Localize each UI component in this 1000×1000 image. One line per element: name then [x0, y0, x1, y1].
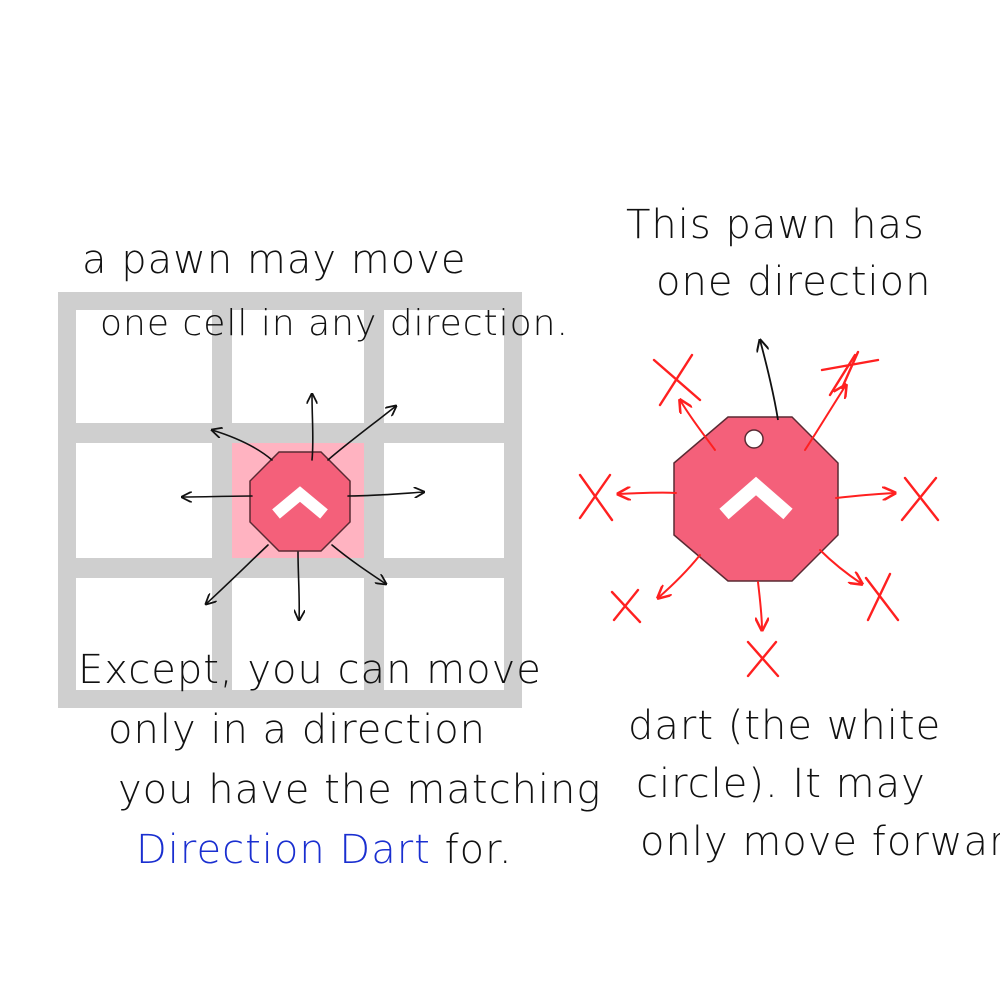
arrow-icon [835, 493, 895, 498]
cross-icon [652, 353, 702, 407]
arrow-icon [680, 400, 716, 451]
arrow-icon [618, 493, 677, 494]
right-rule-line3: only move forward. [640, 819, 1000, 865]
cross-icon [820, 350, 880, 397]
direction-dart-icon [744, 429, 764, 449]
arrow-icon [312, 394, 313, 461]
cross-icon [864, 572, 900, 622]
left-rule-line3: you have the matching [118, 767, 602, 813]
arrow-icon [819, 549, 862, 584]
arrow-icon [182, 496, 253, 497]
left-rule-line4: Direction Dart for. [136, 830, 513, 870]
cross-icon [578, 473, 614, 522]
left-rule-line2: only in a direction [108, 707, 487, 753]
arrow-icon [298, 551, 299, 620]
arrow-icon [212, 430, 273, 461]
left-caption-line2: one cell in any direction. [100, 303, 569, 344]
arrow-icon [758, 581, 762, 630]
pawn-octagon-icon [673, 416, 839, 582]
movement-grid [58, 292, 522, 708]
cross-icon [610, 588, 642, 624]
arrow-icon [206, 544, 269, 604]
arrow-icon [327, 406, 396, 461]
arrow-icon [760, 340, 779, 421]
right-rule-line2: circle). It may [636, 761, 926, 807]
arrow-icon [347, 492, 424, 496]
left-rule-tail: for. [430, 827, 513, 873]
cross-icon [746, 640, 780, 678]
right-caption-line2: one direction [656, 259, 932, 305]
arrow-icon [331, 544, 386, 584]
pawn-octagon-icon [249, 451, 351, 552]
forbidden-arrows [618, 385, 895, 630]
left-caption-line1: a pawn may move [82, 237, 467, 283]
direction-dart-term: Direction Dart [136, 827, 431, 873]
left-rule-line1: Except, you can move [78, 647, 542, 693]
cross-icon [900, 476, 940, 522]
chevron-up-icon [272, 486, 328, 519]
arrow-icon [658, 554, 701, 598]
forbidden-marks [578, 350, 940, 678]
arrow-icon [804, 385, 846, 451]
right-rule-line1: dart (the white [628, 703, 942, 749]
allowed-arrows [182, 394, 424, 620]
right-caption-line1: This pawn has [626, 202, 925, 248]
chevron-up-icon [719, 476, 793, 520]
